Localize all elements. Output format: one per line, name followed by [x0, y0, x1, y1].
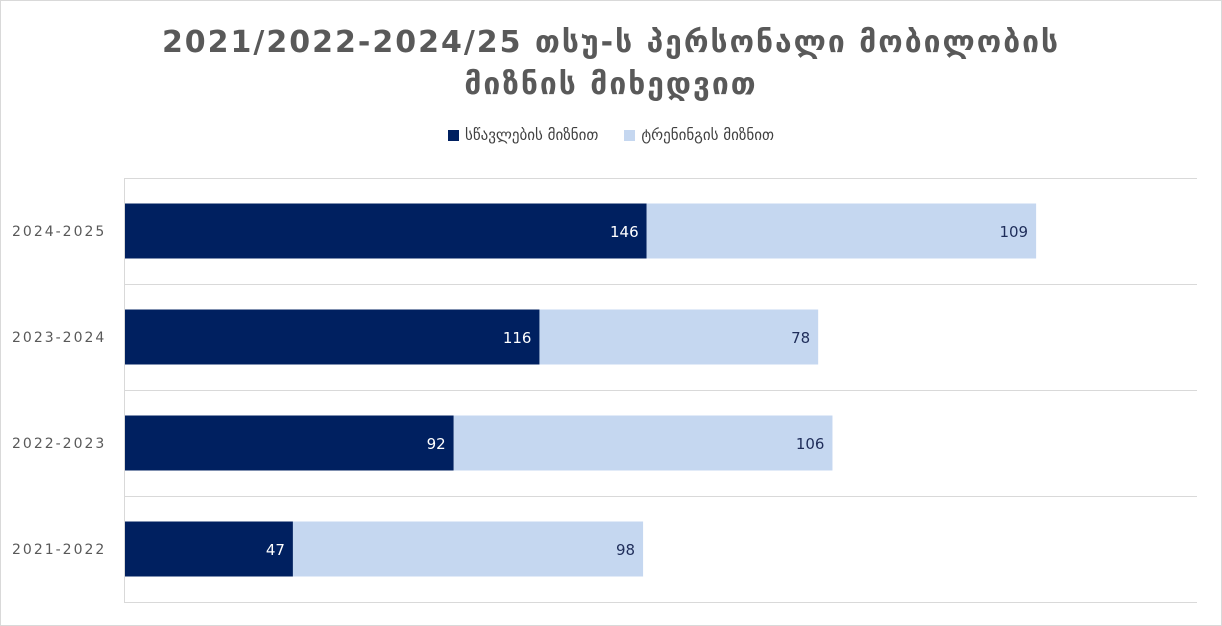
chart-title-line-2: მიზნის მიხედვით	[464, 67, 758, 102]
legend-swatch-teaching	[448, 129, 459, 141]
bar-segment-teaching	[125, 203, 647, 259]
chart-legend: სწავლების მიზნით ტრენინგის მიზნით	[0, 126, 1222, 144]
data-label: 47	[266, 541, 285, 559]
category-label: 2021-2022	[12, 542, 106, 558]
data-label: 98	[616, 541, 635, 559]
bar-segment-training	[292, 521, 644, 577]
bar-segment-training	[539, 309, 819, 365]
data-label: 92	[427, 435, 446, 453]
bar-segment-teaching	[125, 521, 293, 577]
legend-item-training: ტრენინგის მიზნით	[624, 126, 774, 144]
data-label: 78	[791, 329, 810, 347]
bar-segment-teaching	[125, 415, 454, 471]
category-label: 2024-2025	[12, 224, 106, 240]
category-label: 2023-2024	[12, 330, 106, 346]
bar-segment-training	[646, 203, 1037, 259]
legend-item-teaching: სწავლების მიზნით	[448, 126, 598, 144]
data-label: 106	[796, 435, 825, 453]
legend-swatch-training	[624, 129, 636, 141]
legend-label-training: ტრენინგის მიზნით	[641, 126, 774, 144]
bar-segment-training	[453, 415, 833, 471]
data-label: 146	[610, 223, 639, 241]
data-label: 109	[999, 223, 1028, 241]
chart-title-line-1: 2021/2022-2024/25 თსუ-ს პერსონალი მობილო…	[161, 25, 1061, 60]
category-label: 2022-2023	[12, 436, 106, 452]
legend-label-teaching: სწავლების მიზნით	[465, 126, 599, 144]
chart-title: 2021/2022-2024/25 თსუ-ს პერსონალი მობილო…	[0, 22, 1222, 106]
bar-segment-teaching	[125, 309, 540, 365]
data-label: 116	[503, 329, 532, 347]
